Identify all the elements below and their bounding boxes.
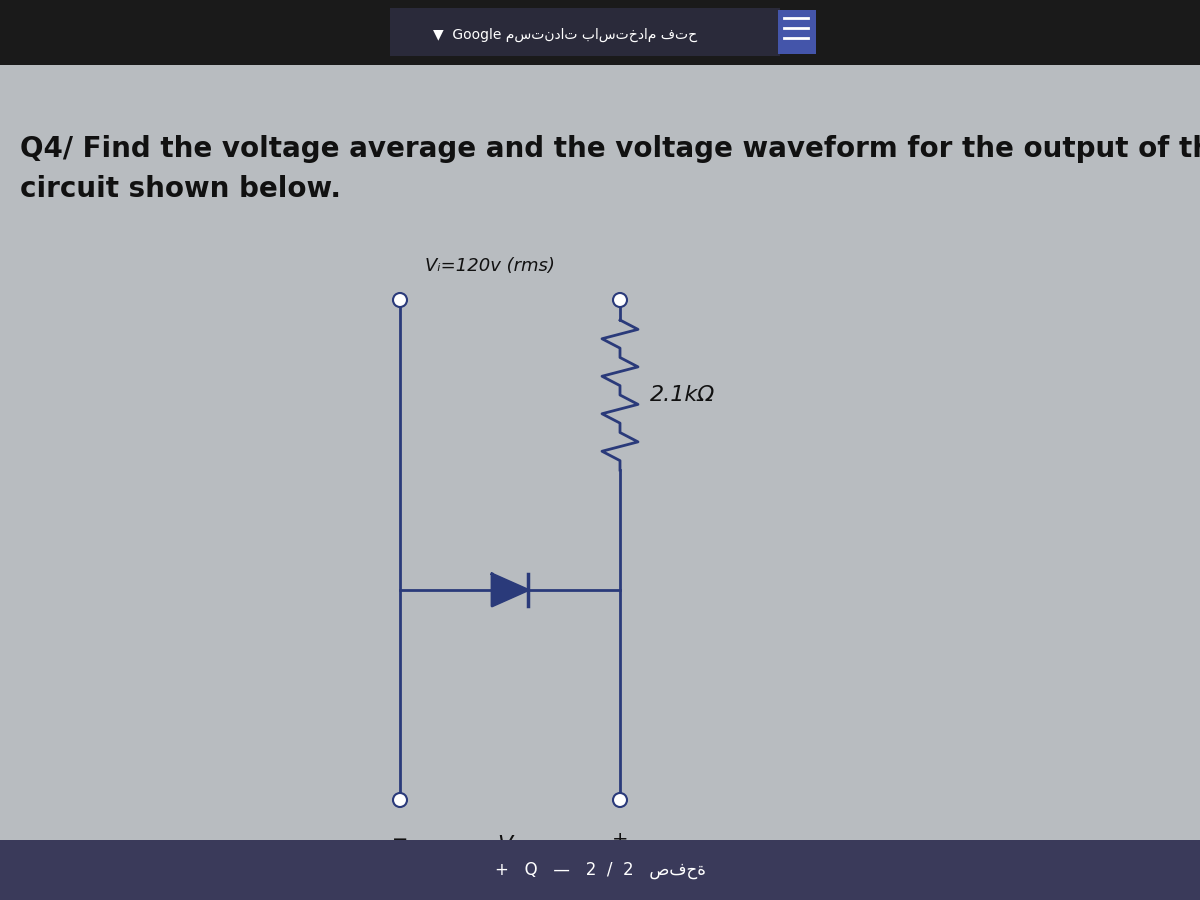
Text: Vₒ: Vₒ (498, 835, 522, 855)
Circle shape (613, 293, 628, 307)
Text: Vᵢ=120v (rms): Vᵢ=120v (rms) (425, 257, 554, 275)
Bar (390, 8, 780, 56)
Text: circuit shown below.: circuit shown below. (20, 175, 341, 203)
Text: +   Q   —   2  /  2   صفحة: + Q — 2 / 2 صفحة (494, 861, 706, 879)
Text: Q4/ Find the voltage average and the voltage waveform for the output of the: Q4/ Find the voltage average and the vol… (20, 135, 1200, 163)
Text: ▼  Google مستندات باستخدام فتح: ▼ Google مستندات باستخدام فتح (433, 28, 697, 42)
Circle shape (394, 293, 407, 307)
Bar (0, 840, 1200, 900)
Text: −: − (392, 830, 408, 849)
Text: 2.1kΩ: 2.1kΩ (650, 385, 715, 405)
Bar (778, 10, 816, 54)
Text: +: + (612, 830, 629, 849)
Circle shape (394, 793, 407, 807)
Polygon shape (492, 574, 528, 606)
Circle shape (613, 793, 628, 807)
Bar (0, 0, 1200, 65)
